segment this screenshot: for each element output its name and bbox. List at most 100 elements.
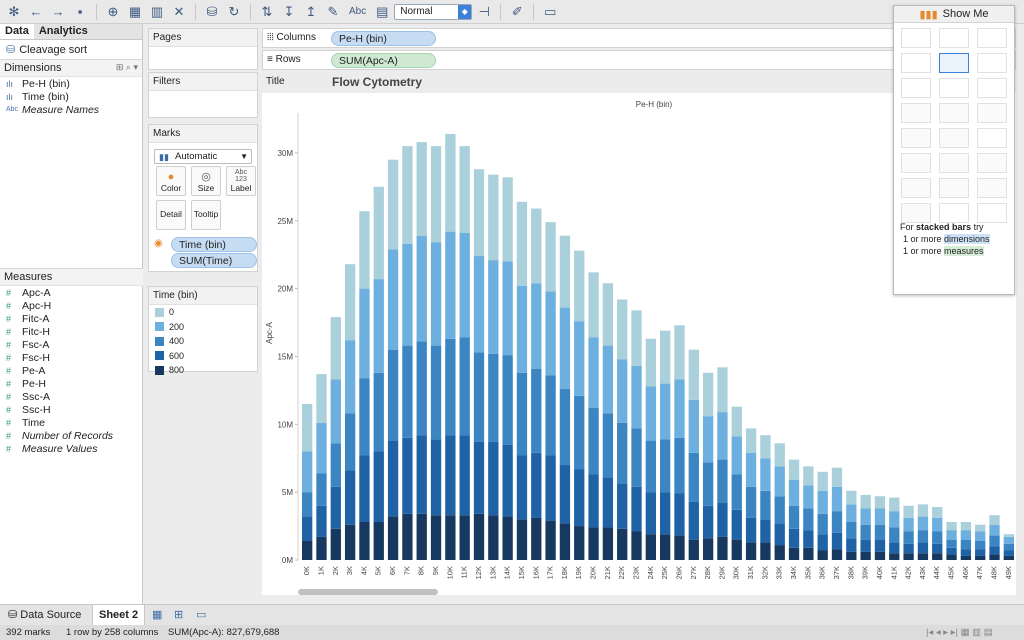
- datasource-item[interactable]: ⛁ Cleavage sort: [0, 40, 142, 59]
- clear-sheet-icon[interactable]: ✕: [173, 3, 185, 19]
- measure-item[interactable]: # Fsc-A: [0, 338, 143, 351]
- bar-segment: [674, 535, 685, 560]
- measure-item[interactable]: # Pe-H: [0, 377, 143, 390]
- new-datasource-icon[interactable]: ⊕: [107, 3, 119, 19]
- pages-card[interactable]: Pages: [148, 28, 258, 70]
- new-story-tab-icon[interactable]: ▭: [196, 609, 207, 621]
- color-pill[interactable]: Time (bin): [171, 237, 257, 252]
- chart-type-option[interactable]: [977, 103, 1007, 123]
- tab-analytics[interactable]: Analytics: [38, 25, 88, 37]
- chart-type-option[interactable]: [901, 53, 931, 73]
- filters-card[interactable]: Filters: [148, 72, 258, 118]
- annotate-icon[interactable]: ✐: [511, 3, 523, 19]
- measure-item[interactable]: # Time: [0, 416, 143, 429]
- undo-icon[interactable]: ←: [29, 4, 43, 19]
- chart-type-option[interactable]: [901, 28, 931, 48]
- y-tick-label: 15M: [277, 352, 293, 361]
- dimension-item[interactable]: ılı Time (bin): [0, 90, 142, 103]
- measure-item[interactable]: # Ssc-A: [0, 390, 143, 403]
- show-me-header[interactable]: ▮▮▮ Show Me: [894, 6, 1014, 23]
- pause-updates-icon[interactable]: ⛁: [206, 3, 218, 19]
- chart-type-option[interactable]: [939, 103, 969, 123]
- dimension-item[interactable]: Abc Measure Names: [0, 103, 142, 116]
- measure-item[interactable]: # Fitc-H: [0, 325, 143, 338]
- fit-dropdown[interactable]: Normal ◆: [394, 3, 473, 20]
- tab-data[interactable]: Data: [0, 24, 34, 39]
- presentation-mode-icon[interactable]: ▭: [544, 3, 557, 19]
- refresh-icon[interactable]: ↻: [228, 3, 240, 19]
- measure-item[interactable]: # Pe-A: [0, 364, 143, 377]
- chart-type-option[interactable]: [977, 178, 1007, 198]
- chart-type-option[interactable]: [901, 178, 931, 198]
- measure-item[interactable]: # Number of Records: [0, 429, 143, 442]
- highlight-icon[interactable]: ✎: [327, 3, 339, 19]
- tab-sheet-2[interactable]: Sheet 2: [92, 605, 146, 626]
- sheet-navigation-icon[interactable]: |◂ ◂ ▸ ▸| ▦ ▥ ▤: [926, 627, 993, 638]
- fix-axes-icon[interactable]: ⊣: [478, 3, 490, 19]
- measure-item[interactable]: # Ssc-H: [0, 403, 143, 416]
- dimensions-tools-icon[interactable]: ⊞ ⌕ ▾: [115, 62, 138, 72]
- chart-type-option[interactable]: [939, 178, 969, 198]
- label-button-label: Label: [230, 183, 252, 193]
- x-tick-label: 4K: [359, 566, 368, 575]
- dimension-item[interactable]: ılı Pe-H (bin): [0, 77, 142, 90]
- legend-item[interactable]: 200: [149, 320, 257, 335]
- measure-item[interactable]: # Measure Values: [0, 442, 143, 455]
- mark-type-dropdown[interactable]: ▮▮ Automatic ▼: [154, 149, 252, 164]
- chart-type-option[interactable]: [977, 28, 1007, 48]
- measure-item[interactable]: # Apc-A: [0, 286, 143, 299]
- rows-pill[interactable]: SUM(Apc-A): [331, 53, 436, 68]
- rows-shelf[interactable]: ≡ Rows SUM(Apc-A): [262, 50, 1016, 70]
- legend-item[interactable]: 600: [149, 349, 257, 364]
- measure-item[interactable]: # Apc-H: [0, 299, 143, 312]
- tableau-logo-icon[interactable]: ✻: [8, 3, 20, 19]
- columns-shelf[interactable]: ⦙⦙⦙ Columns Pe-H (bin): [262, 28, 1016, 48]
- new-worksheet-icon[interactable]: ▦: [128, 3, 142, 19]
- sheet-title[interactable]: Flow Cytometry: [332, 75, 423, 89]
- columns-pill[interactable]: Pe-H (bin): [331, 31, 436, 46]
- measure-item[interactable]: # Fitc-A: [0, 312, 143, 325]
- bar-segment: [645, 492, 656, 535]
- bar-segment: [903, 531, 914, 544]
- chart-type-option[interactable]: [977, 78, 1007, 98]
- sort-ascending-icon[interactable]: ↧: [283, 3, 295, 19]
- new-worksheet-tab-icon[interactable]: ▦: [152, 609, 163, 621]
- color-button[interactable]: ● Color: [156, 166, 186, 196]
- chart-type-option[interactable]: [977, 53, 1007, 73]
- new-dashboard-tab-icon[interactable]: ⊞: [174, 609, 184, 621]
- chart-type-option[interactable]: [901, 203, 931, 223]
- chart-type-option[interactable]: [939, 28, 969, 48]
- legend-item[interactable]: 0: [149, 305, 257, 320]
- bar-segment: [917, 542, 929, 554]
- swap-axes-icon[interactable]: ⇅: [261, 3, 273, 19]
- scrollbar-thumb[interactable]: [298, 589, 438, 595]
- chart-type-option[interactable]: [977, 153, 1007, 173]
- save-icon[interactable]: ▪: [77, 4, 83, 19]
- measure-item[interactable]: # Fsc-H: [0, 351, 143, 364]
- chart-type-option[interactable]: [901, 128, 931, 148]
- horizontal-scrollbar[interactable]: [298, 588, 1016, 596]
- duplicate-sheet-icon[interactable]: ▥: [150, 3, 164, 19]
- chart-type-option[interactable]: [901, 103, 931, 123]
- chart-type-option[interactable]: [939, 78, 969, 98]
- sort-descending-icon[interactable]: ↥: [305, 3, 317, 19]
- size-button[interactable]: ◎ Size: [191, 166, 221, 196]
- chart-type-option[interactable]: [901, 153, 931, 173]
- label-button[interactable]: Abc 123 Label: [226, 166, 256, 196]
- tab-data-source[interactable]: ⛁ Data Source: [8, 609, 82, 621]
- legend-item[interactable]: 400: [149, 334, 257, 349]
- size-pill[interactable]: SUM(Time): [171, 253, 257, 268]
- redo-icon[interactable]: →: [51, 4, 65, 19]
- detail-button[interactable]: Detail: [156, 200, 186, 230]
- chart-type-option[interactable]: [977, 203, 1007, 223]
- show-labels-toggle[interactable]: Abc: [349, 6, 367, 17]
- chart-type-option[interactable]: [939, 128, 969, 148]
- chart-type-option[interactable]: [939, 203, 969, 223]
- chart-type-option[interactable]: [901, 78, 931, 98]
- chart-type-option[interactable]: [939, 153, 969, 173]
- legend-item[interactable]: 800: [149, 363, 257, 378]
- chart-type-option[interactable]: [939, 53, 969, 73]
- tooltip-button[interactable]: Tooltip: [191, 200, 221, 230]
- chart-type-icon[interactable]: ▤: [376, 3, 389, 19]
- chart-type-option[interactable]: [977, 128, 1007, 148]
